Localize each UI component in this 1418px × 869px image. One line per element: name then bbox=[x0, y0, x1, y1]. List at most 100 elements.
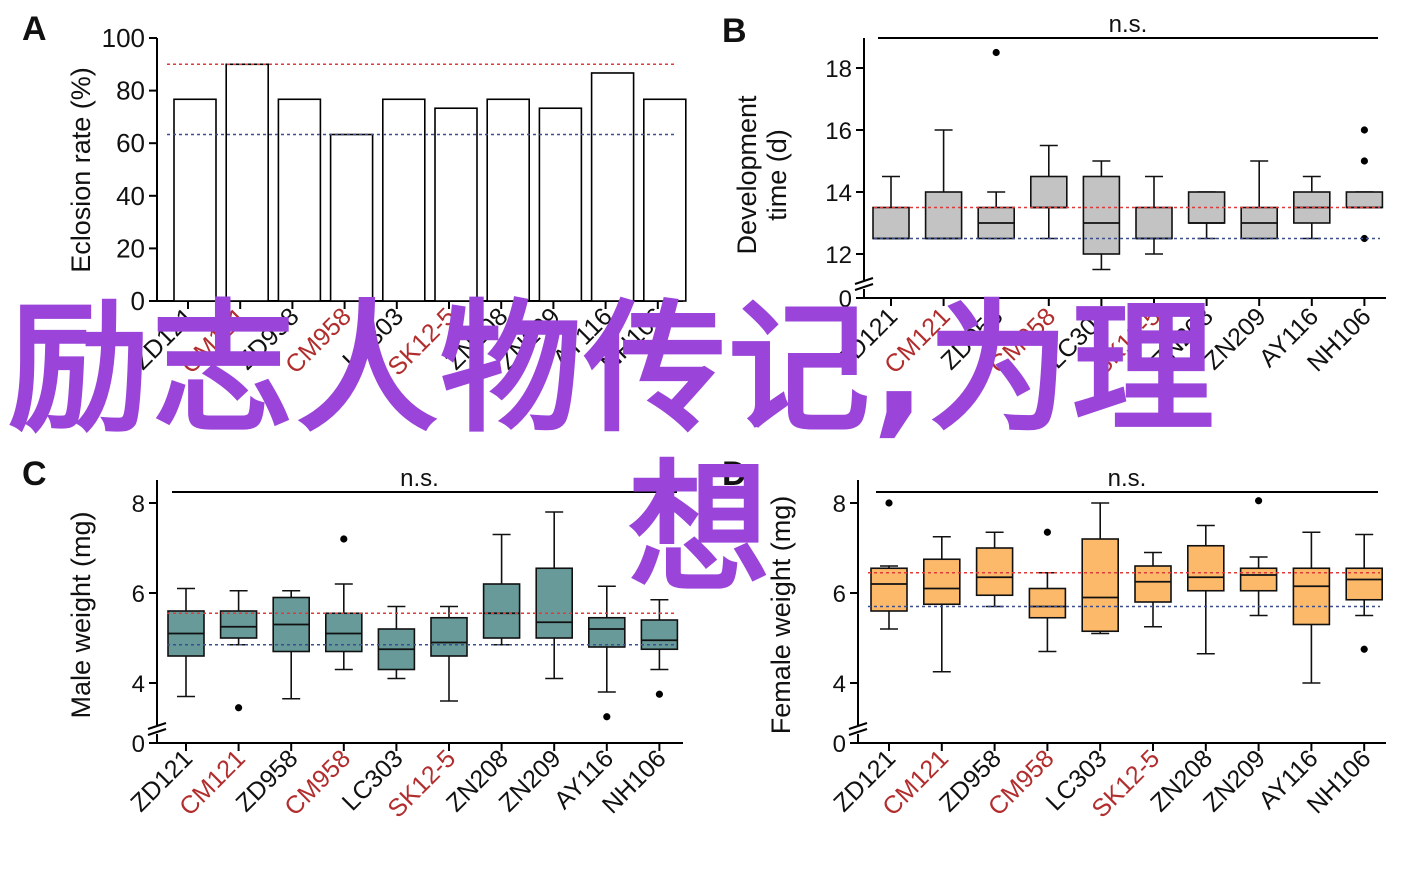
bar bbox=[381, 98, 426, 302]
bar bbox=[590, 72, 635, 302]
outlier-point bbox=[1360, 126, 1368, 134]
outlier-point bbox=[1255, 497, 1263, 505]
box-group bbox=[1082, 160, 1121, 271]
box-group bbox=[430, 605, 468, 702]
outlier-point bbox=[603, 713, 611, 721]
y-tick-label: 6 bbox=[833, 581, 846, 608]
box-group bbox=[482, 533, 521, 646]
box-group bbox=[1345, 126, 1384, 243]
axis-break-mark bbox=[848, 728, 868, 736]
axis-break-mark bbox=[147, 728, 167, 736]
box-group bbox=[1135, 175, 1173, 255]
y-axis-label-line: Development bbox=[732, 95, 762, 255]
panel-letter: D bbox=[722, 455, 747, 493]
y-tick-label: 8 bbox=[833, 491, 846, 518]
outlier-point bbox=[1043, 528, 1051, 536]
box bbox=[870, 567, 908, 612]
y-axis-label: Developmenttime (d) bbox=[732, 95, 792, 255]
box-group bbox=[640, 598, 679, 698]
y-tick-label: 40 bbox=[116, 181, 145, 211]
box-group bbox=[219, 589, 258, 712]
y-tick-label: 8 bbox=[132, 491, 145, 518]
y-tick-label: 20 bbox=[116, 233, 145, 263]
box bbox=[1134, 565, 1172, 603]
box bbox=[535, 567, 574, 639]
y-tick-label-zero: 0 bbox=[839, 286, 852, 313]
y-tick-label: 16 bbox=[825, 118, 852, 145]
y-tick-label-zero: 0 bbox=[833, 731, 846, 758]
y-axis-label-line: Eclosion rate (%) bbox=[66, 67, 96, 273]
box bbox=[872, 206, 910, 240]
y-axis-label: Eclosion rate (%) bbox=[66, 67, 96, 273]
box-group bbox=[1239, 497, 1278, 617]
significance-label: n.s. bbox=[400, 465, 439, 492]
outlier-point bbox=[235, 704, 243, 712]
box-group bbox=[924, 129, 963, 240]
y-axis-label: Male weight (mg) bbox=[66, 511, 96, 718]
y-axis-label: Female weight (mg) bbox=[766, 496, 796, 735]
y-tick-label: 4 bbox=[833, 671, 846, 698]
box bbox=[1082, 175, 1121, 255]
box bbox=[1028, 587, 1067, 619]
significance-label: n.s. bbox=[1109, 11, 1148, 38]
bar bbox=[642, 98, 687, 302]
outlier-point bbox=[1360, 157, 1368, 165]
box bbox=[924, 191, 963, 240]
box-group bbox=[1240, 160, 1278, 240]
axis-break-mark bbox=[854, 277, 874, 285]
box-group bbox=[167, 587, 205, 698]
box-group bbox=[1345, 533, 1383, 653]
box bbox=[1030, 175, 1068, 209]
outlier-point bbox=[1360, 645, 1368, 653]
box-group bbox=[922, 535, 961, 673]
panel-letter: C bbox=[22, 455, 47, 493]
panel-letter: B bbox=[722, 12, 747, 50]
box-group bbox=[1030, 144, 1068, 240]
bar bbox=[173, 98, 217, 302]
box bbox=[430, 616, 468, 657]
box-group bbox=[324, 535, 363, 671]
axis-break-mark bbox=[848, 722, 868, 730]
y-axis-label-line: time (d) bbox=[762, 129, 792, 221]
box-group bbox=[272, 589, 311, 700]
axis-break-mark bbox=[854, 283, 874, 291]
axis-break-gap bbox=[850, 725, 866, 734]
bar bbox=[225, 63, 269, 302]
box bbox=[219, 610, 258, 639]
y-tick-label-zero: 0 bbox=[132, 731, 145, 758]
box-group bbox=[1187, 191, 1226, 240]
outlier-point bbox=[992, 48, 1000, 57]
outlier-point bbox=[655, 690, 664, 698]
box-group bbox=[535, 511, 574, 680]
y-tick-label: 100 bbox=[102, 23, 145, 53]
box-group bbox=[587, 585, 626, 721]
box-group bbox=[870, 499, 908, 630]
y-tick-label: 4 bbox=[132, 671, 145, 698]
box-group bbox=[377, 605, 416, 680]
axis-break-gap bbox=[149, 725, 165, 734]
y-tick-label: 0 bbox=[131, 286, 145, 316]
box-group bbox=[1293, 175, 1331, 240]
box-group bbox=[1028, 528, 1067, 653]
box bbox=[1239, 567, 1278, 592]
box bbox=[1081, 538, 1119, 633]
panel-letter: A bbox=[22, 10, 47, 48]
bar bbox=[486, 98, 531, 302]
box bbox=[922, 558, 961, 606]
box-group bbox=[975, 531, 1014, 608]
outlier-point bbox=[340, 535, 348, 543]
y-tick-label: 18 bbox=[825, 56, 852, 83]
significance-label: n.s. bbox=[1108, 465, 1147, 492]
box bbox=[1345, 191, 1384, 209]
box-group bbox=[1187, 524, 1225, 655]
box bbox=[587, 616, 626, 648]
bar bbox=[434, 107, 478, 302]
y-axis-label-line: Male weight (mg) bbox=[66, 511, 96, 718]
box bbox=[1135, 206, 1173, 240]
box bbox=[324, 612, 363, 653]
y-tick-label: 80 bbox=[116, 76, 145, 106]
box bbox=[482, 583, 521, 639]
